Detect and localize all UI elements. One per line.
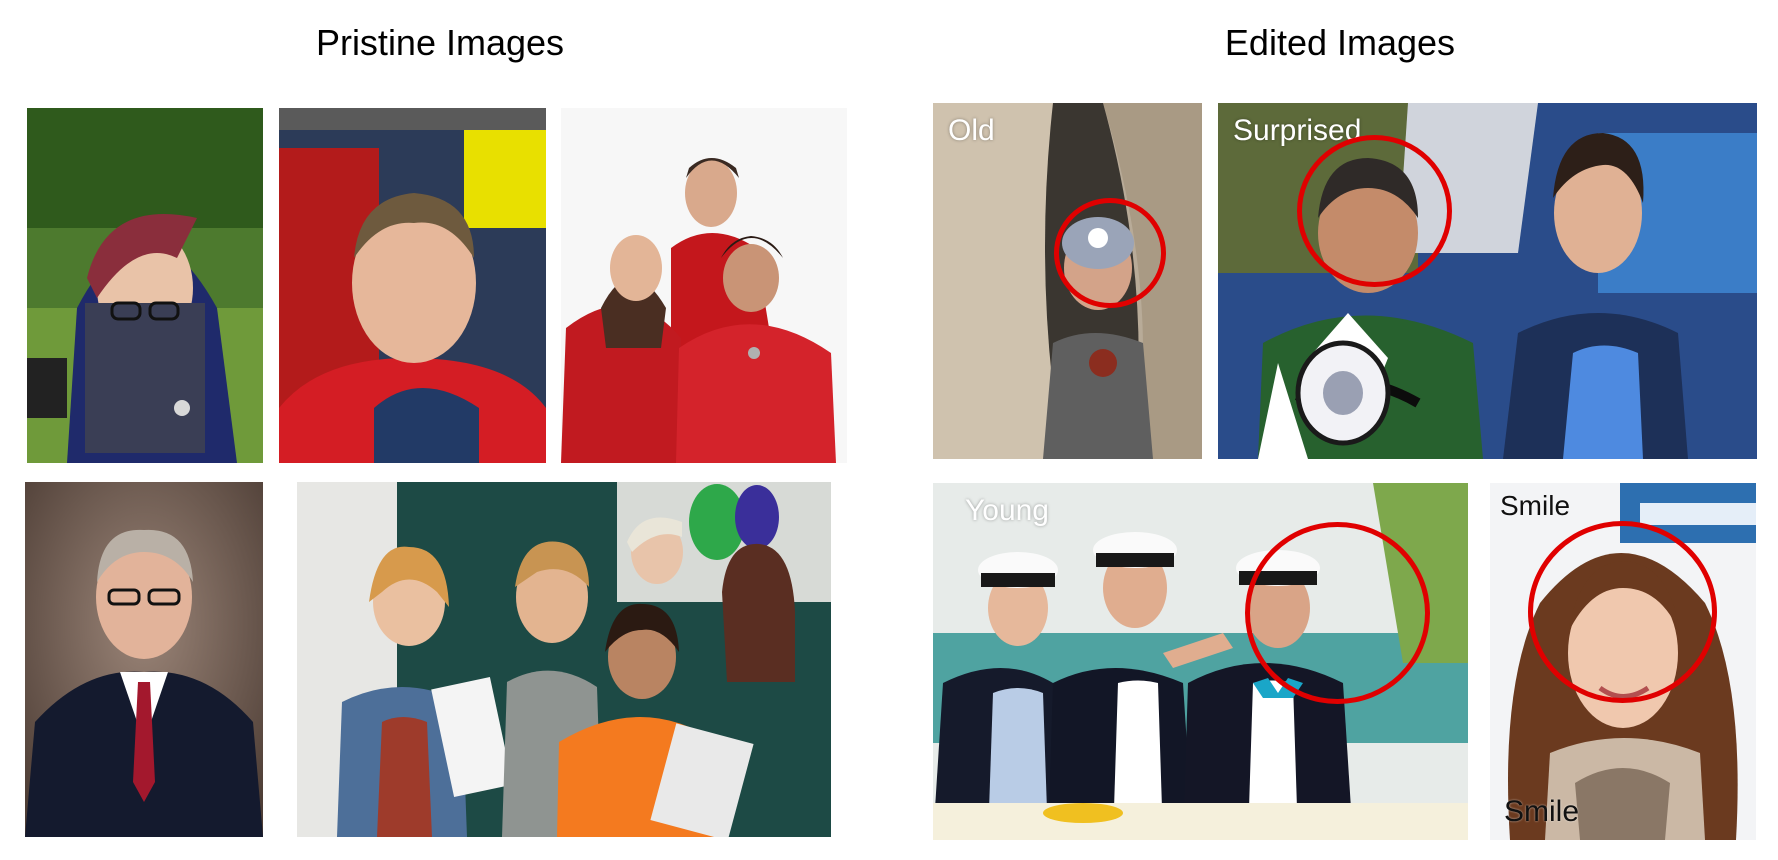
highlight-ring-surprised [1297,135,1452,287]
edited-label-smile-top: Smile [1500,490,1571,521]
highlight-ring-young [1245,522,1430,704]
pristine-photo-woman-hood [27,108,263,463]
pristine-photo-three-people [561,108,847,463]
highlight-ring-smile [1528,521,1717,703]
pristine-images-title: Pristine Images [315,22,565,63]
edited-images-title: Edited Images [1224,22,1456,63]
edited-label-young: Young [965,494,1049,527]
edited-label-old: Old [948,114,995,147]
highlight-ring-old [1054,198,1166,308]
pristine-photo-man-suit [25,482,263,837]
edited-photo-surprised [1218,103,1757,459]
edited-label-smile-bottom: Smile [1504,795,1580,828]
pristine-photo-man-red-shirt [279,108,546,463]
pristine-photo-group-students [297,482,831,837]
